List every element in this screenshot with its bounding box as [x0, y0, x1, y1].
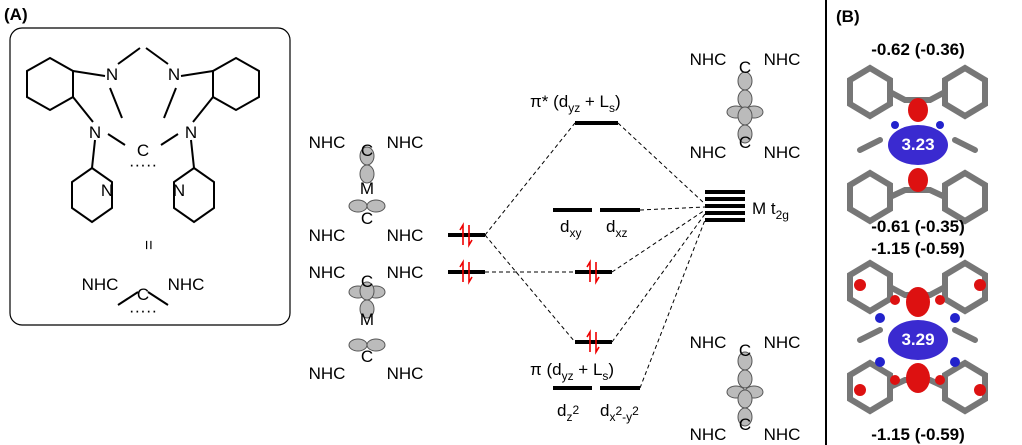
text-part: d [600, 401, 609, 420]
nhc: NHC [309, 133, 346, 152]
charge-label: -0.62 (-0.36) [871, 40, 965, 59]
atom: N [101, 181, 113, 200]
atom: N [173, 181, 185, 200]
nhc: NHC [309, 364, 346, 383]
text-part: d [606, 217, 615, 236]
nhc: NHC [764, 143, 801, 162]
dz2-label: dz2 [557, 401, 579, 424]
nhc: NHC [309, 263, 346, 282]
nhc: NHC [168, 275, 205, 294]
nhc: NHC [764, 50, 801, 69]
text-part: + L [580, 92, 609, 111]
structure [27, 48, 259, 305]
nhc: NHC [387, 226, 424, 245]
carbon: C [361, 272, 373, 291]
panel-label: (B) [836, 7, 860, 26]
figure: (A) N N N N N N C ····· = NHC C NHC ····… [0, 0, 1022, 445]
nhc: NHC [82, 275, 119, 294]
atom: N [185, 123, 197, 142]
nhc: NHC [690, 425, 727, 444]
nhc: NHC [387, 133, 424, 152]
text-part: 2 [632, 404, 639, 418]
panel-label: (A) [4, 5, 28, 24]
dxy-label: dxy [560, 217, 581, 240]
pi-label: π (dyz + Ls) [530, 360, 614, 383]
carbon: C [739, 133, 751, 152]
equals: = [139, 240, 158, 250]
text-part: yz [568, 101, 580, 115]
carbon: C [361, 141, 373, 160]
pi-star-label: π* (dyz + Ls) [530, 92, 621, 115]
text-part: π (d [530, 360, 562, 379]
dxz-label: dxz [606, 217, 627, 240]
text-part: xz [615, 226, 627, 240]
charge-label: -1.15 (-0.59) [871, 239, 965, 258]
carbon: C [739, 341, 751, 360]
nhc: NHC [690, 50, 727, 69]
structure-box [10, 28, 290, 325]
center-label: 3.29 [901, 330, 934, 349]
lone-pair: ····· [129, 301, 157, 320]
atom: N [89, 123, 101, 142]
metal: M [360, 310, 374, 329]
dx2y2-label: dx2-y2 [600, 401, 639, 424]
text-part: 2 [572, 403, 579, 417]
text-part: ) [608, 360, 614, 379]
atom: N [106, 65, 118, 84]
text-part: + L [574, 360, 603, 379]
carbon: C [361, 209, 373, 228]
text-part: 2g [776, 208, 789, 222]
nhc: NHC [387, 263, 424, 282]
text-part: d [557, 401, 566, 420]
nhc: NHC [690, 143, 727, 162]
nhc: NHC [309, 226, 346, 245]
nhc: NHC [690, 333, 727, 352]
text-part: -y [622, 410, 632, 424]
carbon: C [739, 415, 751, 434]
charge-label: -0.61 (-0.35) [871, 217, 965, 236]
carbon: C [361, 347, 373, 366]
text-part: ) [615, 92, 621, 111]
metal: M [360, 179, 374, 198]
t2g-label: M t2g [752, 199, 789, 222]
text-part: yz [562, 369, 574, 383]
center-label: 3.23 [901, 135, 934, 154]
charge-label: -1.15 (-0.59) [871, 425, 965, 444]
nhc: NHC [764, 333, 801, 352]
text-part: d [560, 217, 569, 236]
text-part: xy [569, 226, 581, 240]
lone-pair: ····· [129, 155, 157, 174]
nhc: NHC [764, 425, 801, 444]
carbon: C [739, 58, 751, 77]
nhc: NHC [387, 364, 424, 383]
text-part: M t [752, 199, 776, 218]
text-part: π* (d [530, 92, 568, 111]
atom: N [168, 65, 180, 84]
right-orbitals [727, 72, 763, 426]
